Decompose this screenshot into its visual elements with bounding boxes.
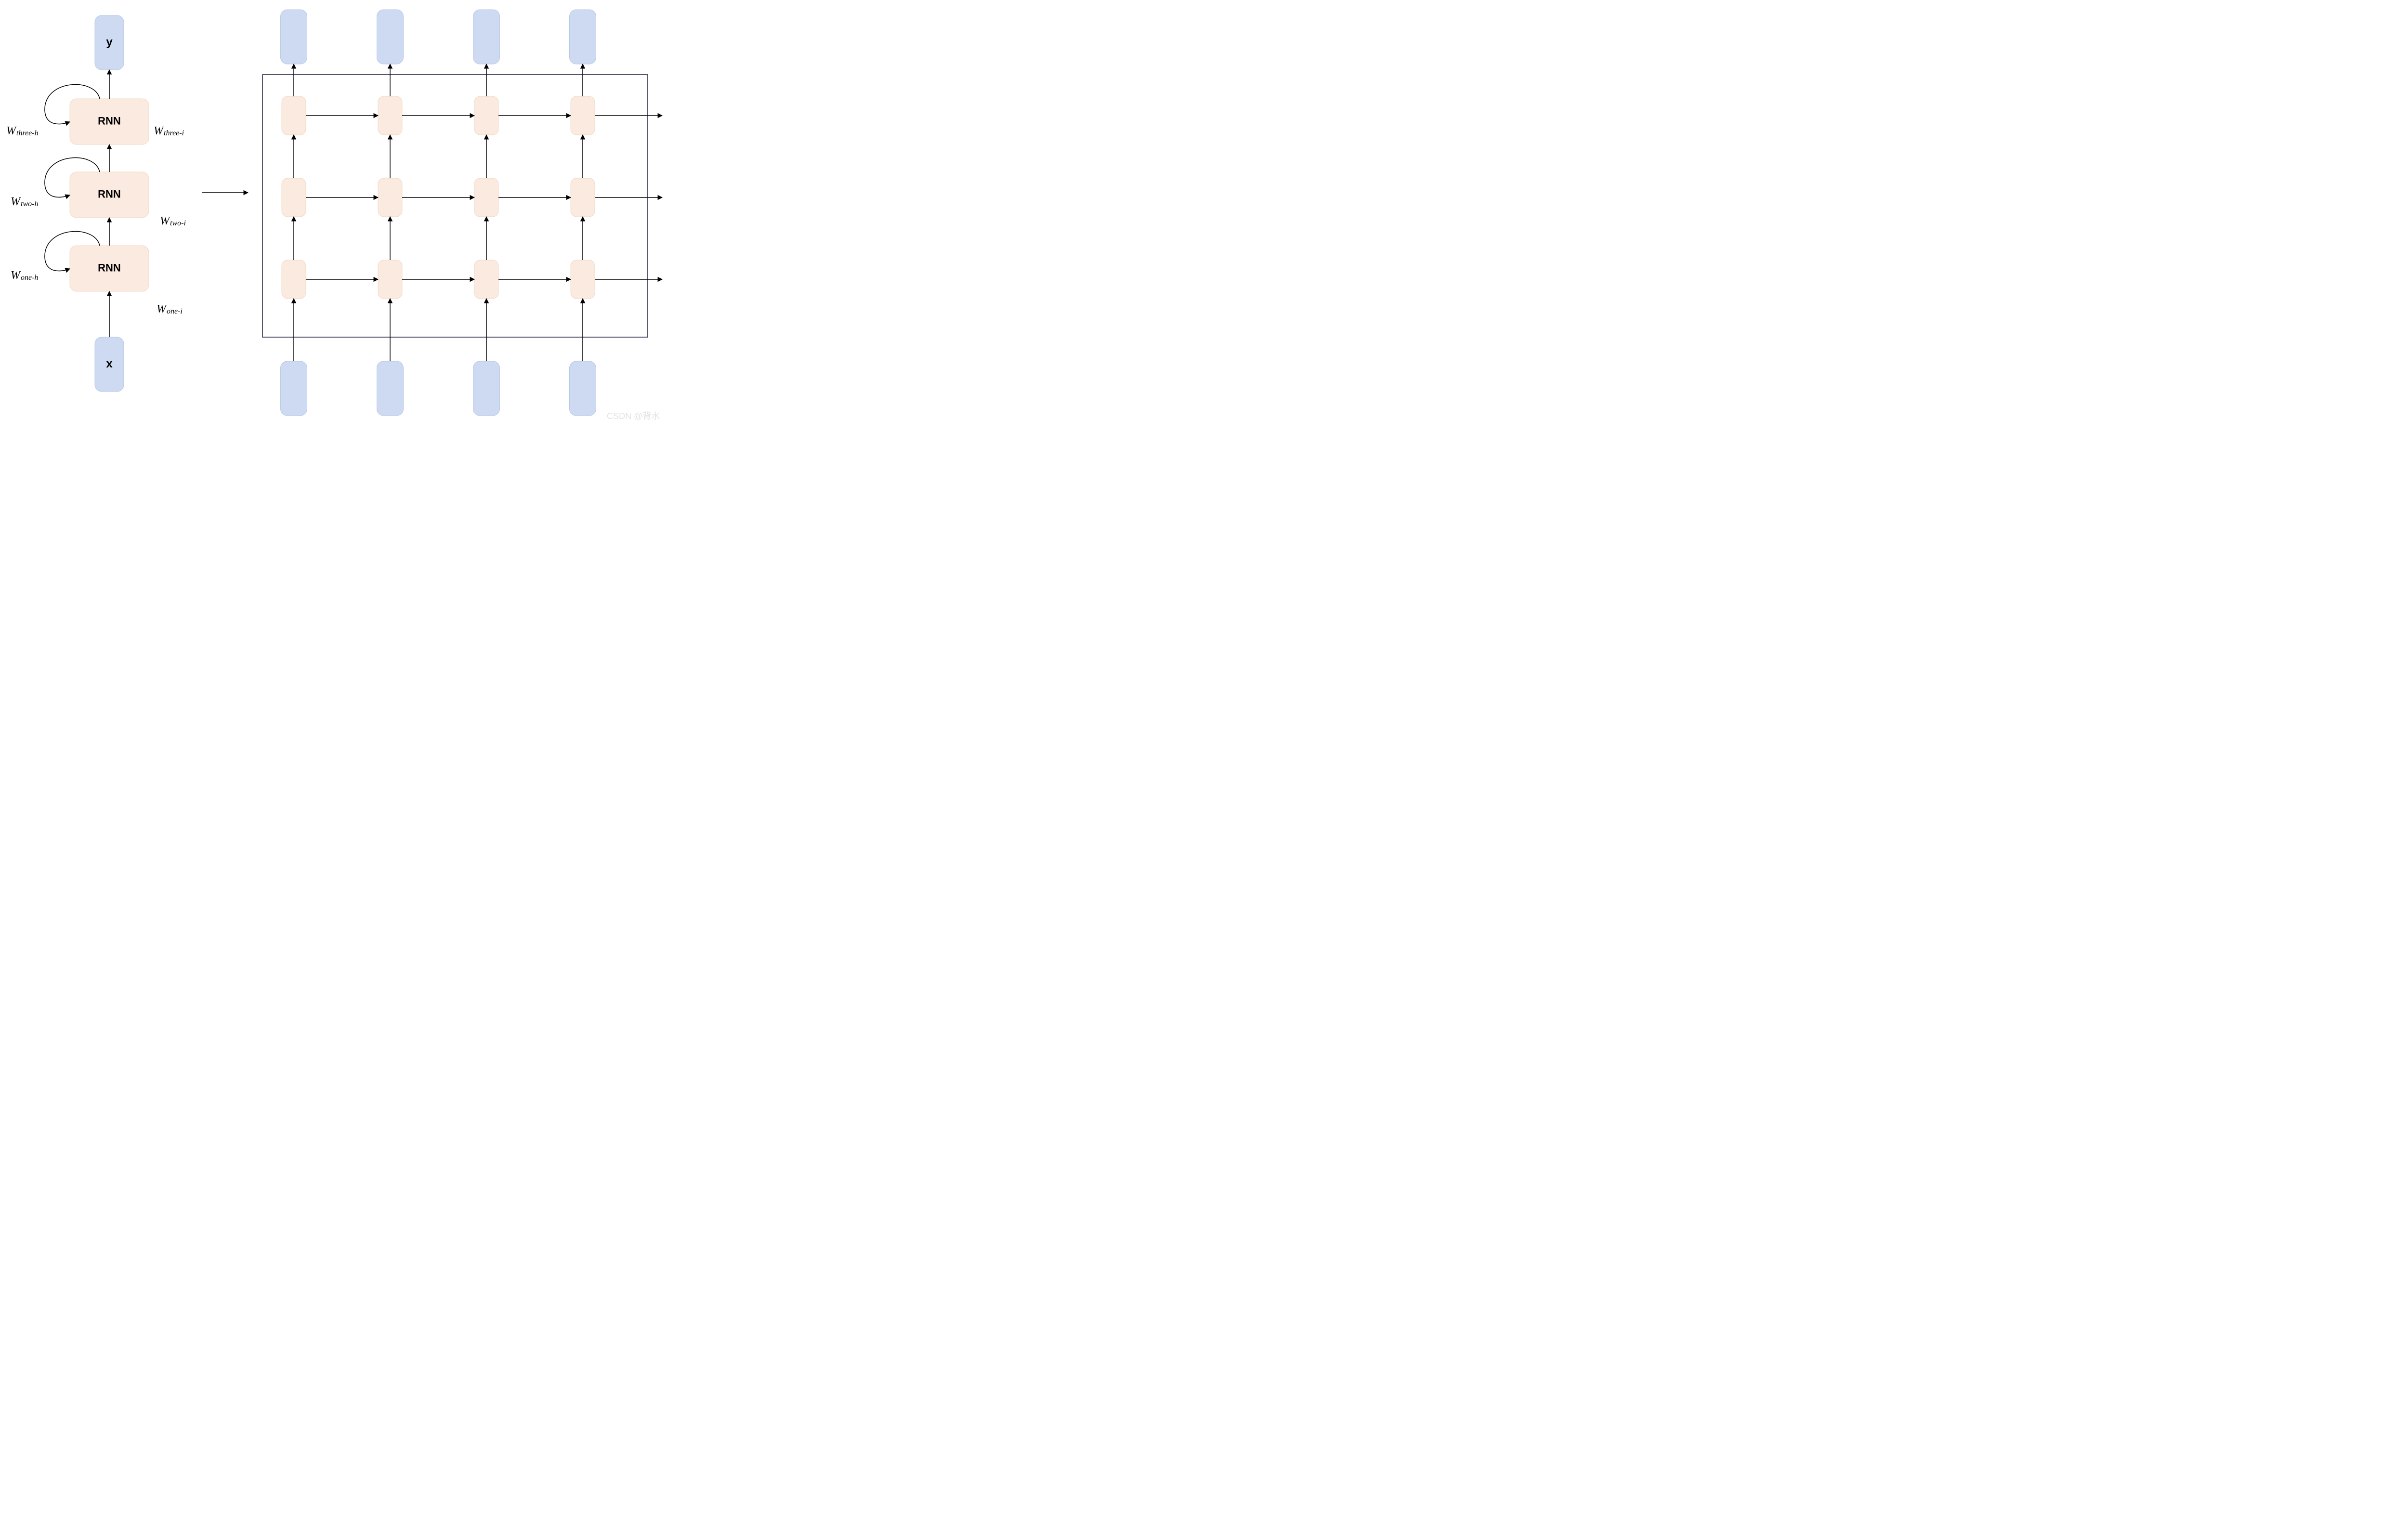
grid-cell-2-1 [378, 260, 402, 299]
grid-input-2 [473, 361, 500, 416]
rnn-label-0: RNN [98, 262, 121, 274]
grid-cell-0-2 [474, 96, 498, 135]
grid-cell-0-1 [378, 96, 402, 135]
rnn-label-1: RNN [98, 188, 121, 200]
input-x-label: x [106, 357, 113, 370]
grid-input-1 [377, 361, 404, 416]
watermark: CSDN @背水 [607, 411, 660, 421]
grid-cell-2-2 [474, 260, 498, 299]
grid-cell-1-3 [571, 178, 595, 217]
w-left-2: Wthree-h [6, 125, 39, 138]
grid-output-2 [473, 10, 500, 64]
grid-output-0 [281, 10, 307, 64]
grid-input-0 [281, 361, 307, 416]
w-left-0: Wone-h [11, 269, 38, 282]
grid-cell-1-1 [378, 178, 402, 217]
grid-output-3 [570, 10, 596, 64]
grid-cell-0-0 [282, 96, 306, 135]
w-left-1: Wtwo-h [11, 196, 38, 209]
grid-cell-2-3 [571, 260, 595, 299]
w-right-1: Wtwo-i [160, 215, 186, 228]
w-right-0: Wone-i [157, 303, 183, 316]
grid-cell-2-0 [282, 260, 306, 299]
output-y-label: y [106, 36, 113, 49]
grid-cell-1-0 [282, 178, 306, 217]
grid-cell-0-3 [571, 96, 595, 135]
grid-input-3 [570, 361, 596, 416]
w-right-2: Wthree-i [154, 125, 184, 138]
rnn-label-2: RNN [98, 115, 121, 127]
grid-cell-1-2 [474, 178, 498, 217]
grid-output-1 [377, 10, 404, 64]
